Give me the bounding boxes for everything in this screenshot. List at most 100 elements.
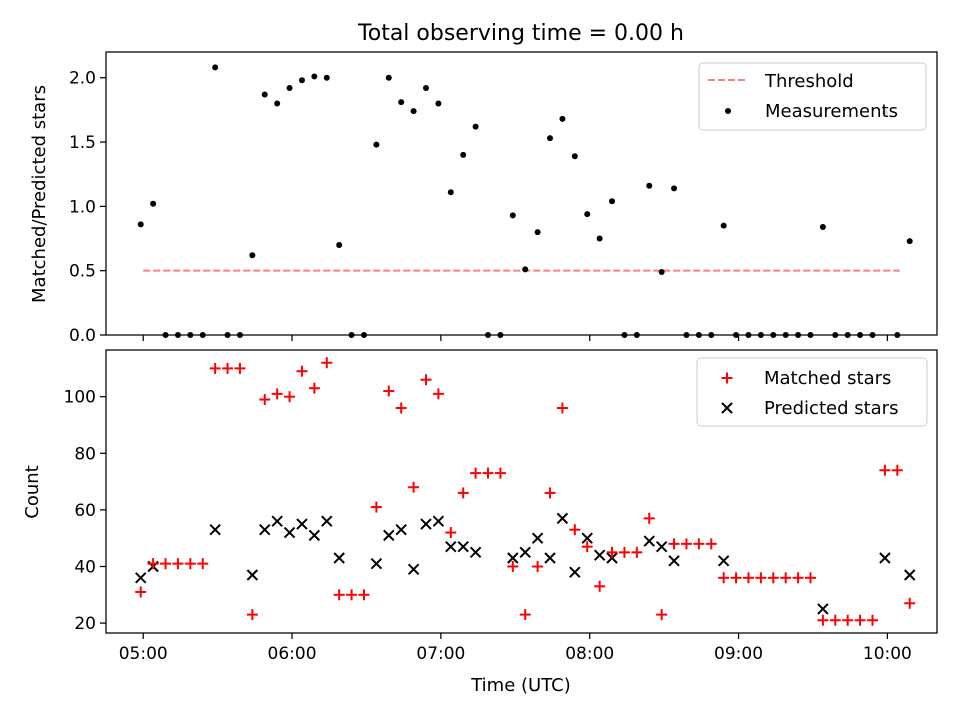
measurement-point <box>497 332 504 338</box>
matched-star-point <box>544 487 556 499</box>
legend-predicted-swatch <box>721 402 733 414</box>
matched-star-point <box>482 467 494 479</box>
measurement-point <box>646 182 653 189</box>
predicted-star-point <box>383 529 395 542</box>
measurement-point <box>857 332 864 338</box>
matched-star-point <box>594 580 606 592</box>
predicted-star-point <box>643 535 655 547</box>
measurement-point <box>472 123 479 130</box>
measurement-point <box>757 332 764 338</box>
matched-star-point <box>755 572 767 584</box>
measurement-point <box>447 189 454 196</box>
measurement-point <box>584 211 591 218</box>
predicted-star-point <box>445 540 457 553</box>
matched-star-point <box>383 385 395 397</box>
predicted-star-point <box>717 555 730 567</box>
measurement-point <box>745 332 752 338</box>
matched-star-point <box>643 512 655 524</box>
predicted-star-point <box>469 546 482 559</box>
measurement-point <box>708 332 715 338</box>
matched-star-point <box>395 402 407 414</box>
y-tick-label: 20 <box>74 614 96 634</box>
bottom-x-axis-label: Time (UTC) <box>470 675 571 696</box>
measurement-point <box>596 235 603 242</box>
y-tick-label: 60 <box>74 501 96 521</box>
predicted-star-point <box>606 552 618 564</box>
measurement-point <box>373 141 380 148</box>
measurement-point <box>187 332 194 338</box>
y-tick-label: 1.5 <box>69 133 96 153</box>
predicted-star-point <box>904 569 916 581</box>
predicted-star-point <box>519 546 531 559</box>
y-tick-label: 2.0 <box>69 69 96 89</box>
matched-star-point <box>519 609 531 621</box>
predicted-star-point <box>531 532 544 544</box>
y-tick-label: 0.5 <box>69 262 96 282</box>
legend-threshold-label: Threshold <box>764 71 854 92</box>
measurement-point <box>819 223 826 230</box>
predicted-star-point <box>817 603 829 615</box>
top-panel: 0.00.51.01.52.0 Matched/Predicted stars … <box>29 51 938 346</box>
predicted-star-point <box>283 526 296 539</box>
measurement-point <box>274 100 281 107</box>
legend-matched-label: Matched stars <box>764 368 891 389</box>
matched-star-point <box>494 467 506 479</box>
matched-star-point <box>160 558 172 570</box>
matched-star-point <box>829 614 841 626</box>
measurement-point <box>770 332 777 338</box>
top-legend-box <box>698 62 927 131</box>
matched-star-point <box>445 527 457 539</box>
measurement-point <box>621 332 628 338</box>
measurement-point <box>398 99 405 106</box>
bottom-legend-box <box>696 357 928 427</box>
measurement-point <box>261 91 268 98</box>
measurement-point <box>894 332 901 338</box>
predicted-star-point <box>420 518 432 530</box>
measurement-point <box>720 222 727 229</box>
measurement-point <box>782 332 789 338</box>
matched-star-point <box>581 541 593 553</box>
measurement-point <box>162 332 169 338</box>
predicted-star-point <box>655 540 668 553</box>
y-tick-label: 100 <box>64 388 96 408</box>
matched-star-point <box>730 572 742 584</box>
matched-star-point <box>308 382 320 394</box>
predicted-star-point <box>457 540 469 553</box>
legend-measurements-swatch <box>725 108 731 114</box>
matched-star-point <box>135 586 147 598</box>
matched-star-point <box>197 558 209 570</box>
measurement-point <box>385 74 392 81</box>
predicted-star-point <box>507 552 519 564</box>
bottom-legend: Matched stars Predicted stars <box>696 357 928 427</box>
measurement-point <box>199 332 206 338</box>
measurement-point <box>571 153 578 160</box>
predicted-star-point <box>544 552 556 564</box>
measurement-point <box>906 238 913 245</box>
predicted-star-point <box>321 515 333 527</box>
matched-star-point <box>705 538 717 550</box>
matched-star-point <box>172 558 184 570</box>
matched-star-point <box>147 558 159 570</box>
y-tick-label: 1.0 <box>69 197 96 217</box>
measurement-point <box>212 64 219 71</box>
matched-star-point <box>222 362 234 374</box>
predicted-star-point <box>333 552 345 564</box>
measurement-point <box>534 229 541 236</box>
matched-star-point <box>742 572 754 584</box>
measurement-point <box>683 332 690 338</box>
matched-star-point <box>346 589 358 601</box>
predicted-star-point <box>407 563 420 576</box>
predicted-star-point <box>271 515 283 527</box>
matched-star-point <box>618 546 630 558</box>
predicted-star-point <box>581 532 593 544</box>
predicted-star-point <box>135 572 147 584</box>
predicted-star-point <box>296 518 308 530</box>
measurement-point <box>298 77 305 84</box>
matched-star-point <box>284 391 296 403</box>
predicted-star-point <box>370 557 383 570</box>
predicted-star-point <box>209 523 221 536</box>
legend-measurements-label: Measurements <box>765 101 898 122</box>
measurement-point <box>360 332 367 338</box>
measurement-point <box>522 266 529 273</box>
